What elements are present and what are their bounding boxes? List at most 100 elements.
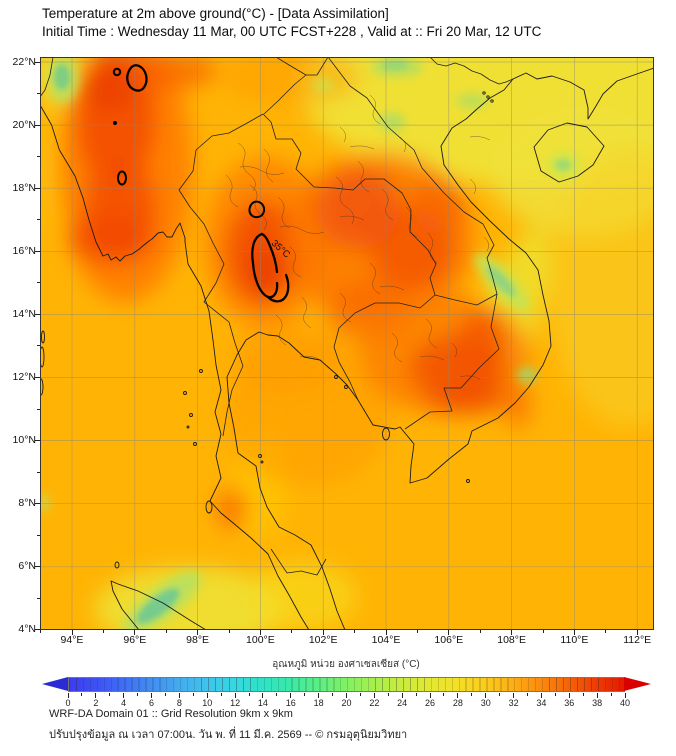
- colorbar-tick-major: [67, 693, 69, 698]
- colorbar-tick-major: [123, 693, 125, 698]
- y-tick-major: [35, 61, 40, 63]
- colorbar-title: อุณหภูมิ หน่วย องศาเซลเซียส (°C): [272, 659, 420, 670]
- y-tick-label: 14°N: [12, 307, 36, 320]
- colorbar-tick-major: [457, 693, 459, 698]
- y-tick-minor: [37, 471, 40, 473]
- x-tick-major: [511, 630, 513, 635]
- colorbar-tick-minor: [276, 693, 278, 696]
- y-tick-minor: [37, 93, 40, 95]
- y-tick-label: 20°N: [12, 118, 36, 131]
- y-tick-minor: [37, 408, 40, 410]
- colorbar-tick-major: [596, 693, 598, 698]
- colorbar-tick-minor: [81, 693, 83, 696]
- y-tick-label: 22°N: [12, 55, 36, 68]
- x-tick-major: [385, 630, 387, 635]
- colorbar-tick-major: [373, 693, 375, 698]
- x-tick-minor: [605, 630, 607, 633]
- colorbar-tick-major: [429, 693, 431, 698]
- y-tick-major: [35, 440, 40, 442]
- x-tick-label: 104°E: [371, 634, 401, 646]
- colorbar-tick-label: 20: [341, 698, 352, 708]
- colorbar-tick-major: [540, 693, 542, 698]
- x-tick-minor: [102, 630, 104, 633]
- colorbar-tick-minor: [304, 693, 306, 696]
- colorbar-tick-label: 32: [508, 698, 519, 708]
- colorbar-tick-minor: [554, 693, 556, 696]
- colorbar-tick-label: 14: [257, 698, 268, 708]
- colorbar-tick-label: 38: [592, 698, 603, 708]
- colorbar-tick-major: [401, 693, 403, 698]
- x-tick-minor: [291, 630, 293, 633]
- y-tick-minor: [37, 345, 40, 347]
- colorbar-tick-major: [234, 693, 236, 698]
- plot-frame: [40, 57, 654, 630]
- coastline-layer: [40, 67, 654, 630]
- colorbar-tick-minor: [332, 693, 334, 696]
- colorbar-tick-minor: [471, 693, 473, 696]
- y-tick-major: [35, 187, 40, 189]
- x-tick-minor: [542, 630, 544, 633]
- y-tick-label: 4°N: [18, 623, 36, 636]
- colorbar-tick-major: [95, 693, 97, 698]
- y-tick-label: 16°N: [12, 244, 36, 257]
- colorbar-tick-major: [624, 693, 626, 698]
- x-tick-minor: [228, 630, 230, 633]
- colorbar-tick-minor: [137, 693, 139, 696]
- colorbar-gradient: [68, 677, 625, 692]
- chart-title: Temperature at 2m above ground(°C) - [Da…: [42, 6, 389, 21]
- x-tick-label: 106°E: [434, 634, 464, 646]
- y-tick-minor: [37, 534, 40, 536]
- colorbar-tick-minor: [109, 693, 111, 696]
- x-tick-minor: [416, 630, 418, 633]
- colorbar-tick-minor: [443, 693, 445, 696]
- country-borders: [40, 57, 514, 576]
- x-tick-major: [448, 630, 450, 635]
- y-tick-minor: [37, 282, 40, 284]
- colorbar-tick-label: 36: [564, 698, 575, 708]
- colorbar-tick-minor: [499, 693, 501, 696]
- colorbar-tick-label: 34: [536, 698, 547, 708]
- x-tick-label: 112°E: [623, 634, 652, 646]
- colorbar-tick-major: [262, 693, 264, 698]
- colorbar-tick-major: [568, 693, 570, 698]
- colorbar-tick-label: 24: [397, 698, 408, 708]
- temperature-contours: [112, 64, 290, 303]
- colorbar-tick-minor: [192, 693, 194, 696]
- colorbar-tick-label: 2: [93, 698, 99, 708]
- x-tick-major: [197, 630, 199, 635]
- colorbar-right-arrow: [624, 677, 651, 691]
- colorbar-tick-label: 12: [230, 698, 241, 708]
- x-tick-minor: [479, 630, 481, 633]
- colorbar-tick-label: 4: [121, 698, 127, 708]
- y-tick-major: [35, 503, 40, 505]
- province-borders: [225, 94, 491, 380]
- y-tick-label: 10°N: [12, 434, 36, 447]
- colorbar-left-arrow: [42, 677, 68, 691]
- x-tick-major: [573, 630, 575, 635]
- colorbar-tick-label: 26: [425, 698, 436, 708]
- colorbar-tick-minor: [248, 693, 250, 696]
- y-tick-minor: [37, 219, 40, 221]
- x-tick-major: [134, 630, 136, 635]
- x-tick-major: [71, 630, 73, 635]
- footer-update-info: ปรับปรุงข้อมูล ณ เวลา 07:00น. วัน พ. ที่…: [49, 729, 408, 741]
- colorbar-tick-minor: [359, 693, 361, 696]
- y-tick-minor: [37, 156, 40, 158]
- colorbar-tick-minor: [220, 693, 222, 696]
- y-tick-major: [35, 566, 40, 568]
- x-tick-major: [636, 630, 638, 635]
- colorbar-tick-label: 18: [313, 698, 324, 708]
- x-tick-label: 100°E: [246, 634, 275, 646]
- y-tick-major: [35, 313, 40, 315]
- colorbar-tick-minor: [527, 693, 529, 696]
- y-tick-major: [35, 250, 40, 252]
- colorbar-tick-major: [206, 693, 208, 698]
- colorbar-tick-minor: [164, 693, 166, 696]
- x-tick-minor: [354, 630, 356, 633]
- colorbar-tick-minor: [415, 693, 417, 696]
- colorbar-tick-major: [318, 693, 320, 698]
- x-tick-major: [322, 630, 324, 635]
- x-tick-label: 108°E: [497, 634, 526, 646]
- y-tick-major: [35, 124, 40, 126]
- colorbar-tick-label: 8: [176, 698, 182, 708]
